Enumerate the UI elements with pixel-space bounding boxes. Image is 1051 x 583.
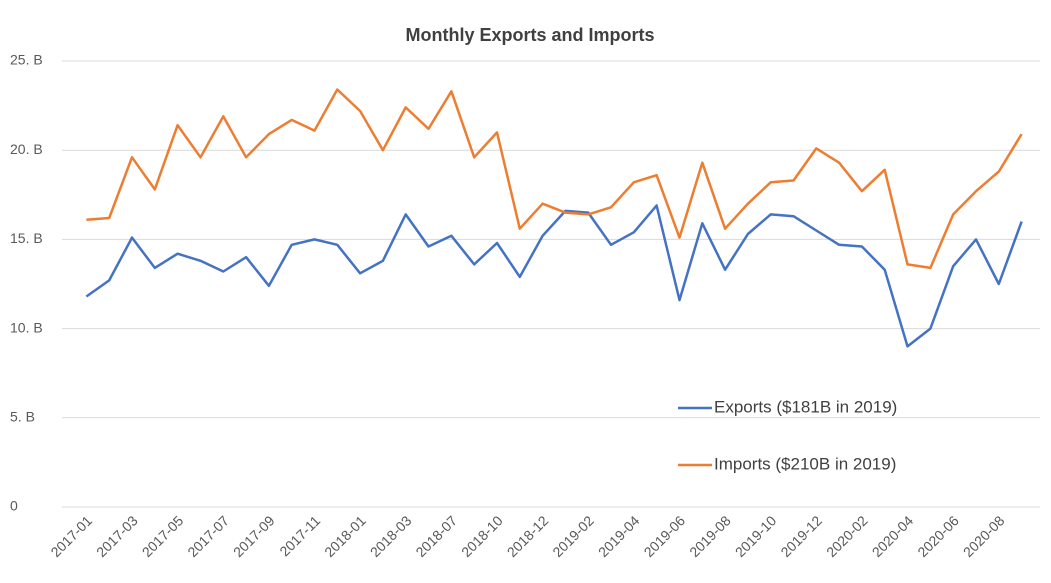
y-tick-label: 25. B bbox=[10, 52, 43, 68]
x-tick-label: 2019-08 bbox=[686, 512, 734, 560]
x-tick-label: 2017-03 bbox=[93, 512, 141, 560]
legend-label: Exports ($181B in 2019) bbox=[714, 397, 897, 416]
x-tick-label: 2018-07 bbox=[412, 512, 460, 560]
data-line bbox=[86, 88, 1023, 270]
x-tick-label: 2017-05 bbox=[139, 512, 187, 560]
x-tick-label: 2017-09 bbox=[230, 512, 278, 560]
x-tick-label: 2018-01 bbox=[321, 512, 369, 560]
x-tick-label: 2020-04 bbox=[869, 512, 917, 560]
legend-label: Imports ($210B in 2019) bbox=[714, 454, 896, 473]
x-tick-label: 2019-06 bbox=[641, 512, 689, 560]
x-tick-label: 2018-12 bbox=[504, 512, 552, 560]
x-tick-label: 2017-01 bbox=[47, 512, 95, 560]
y-tick-label: 10. B bbox=[10, 319, 43, 335]
x-tick-label: 2020-02 bbox=[823, 512, 871, 560]
x-tick-label: 2020-06 bbox=[914, 512, 962, 560]
x-tick-label: 2019-02 bbox=[549, 512, 597, 560]
x-tick-label: 2017-07 bbox=[184, 512, 232, 560]
chart-title: Monthly Exports and Imports bbox=[405, 25, 654, 45]
x-tick-label: 2017-11 bbox=[276, 512, 323, 559]
x-tick-label: 2018-03 bbox=[367, 512, 415, 560]
y-tick-label: 20. B bbox=[10, 141, 43, 157]
x-tick-label: 2018-10 bbox=[458, 512, 506, 560]
x-tick-label: 2019-10 bbox=[732, 512, 780, 560]
x-tick-label: 2019-12 bbox=[777, 512, 825, 560]
y-tick-label: 0 bbox=[10, 498, 18, 514]
x-tick-label: 2020-08 bbox=[960, 512, 1008, 560]
data-line bbox=[85, 204, 1023, 348]
y-tick-label: 5. B bbox=[10, 409, 35, 425]
y-tick-label: 15. B bbox=[10, 230, 43, 246]
x-tick-label: 2019-04 bbox=[595, 512, 643, 560]
